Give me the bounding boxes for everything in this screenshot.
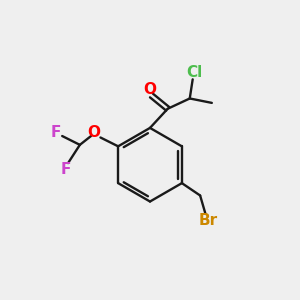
Text: O: O xyxy=(143,82,157,97)
Text: O: O xyxy=(88,125,100,140)
Text: F: F xyxy=(50,125,61,140)
Text: Br: Br xyxy=(198,213,217,228)
Text: F: F xyxy=(61,162,71,177)
Text: Cl: Cl xyxy=(186,65,202,80)
